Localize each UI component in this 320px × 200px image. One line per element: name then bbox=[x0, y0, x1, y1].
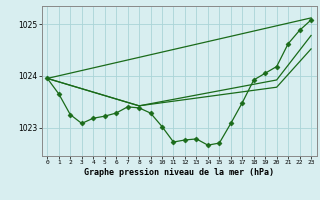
X-axis label: Graphe pression niveau de la mer (hPa): Graphe pression niveau de la mer (hPa) bbox=[84, 168, 274, 177]
